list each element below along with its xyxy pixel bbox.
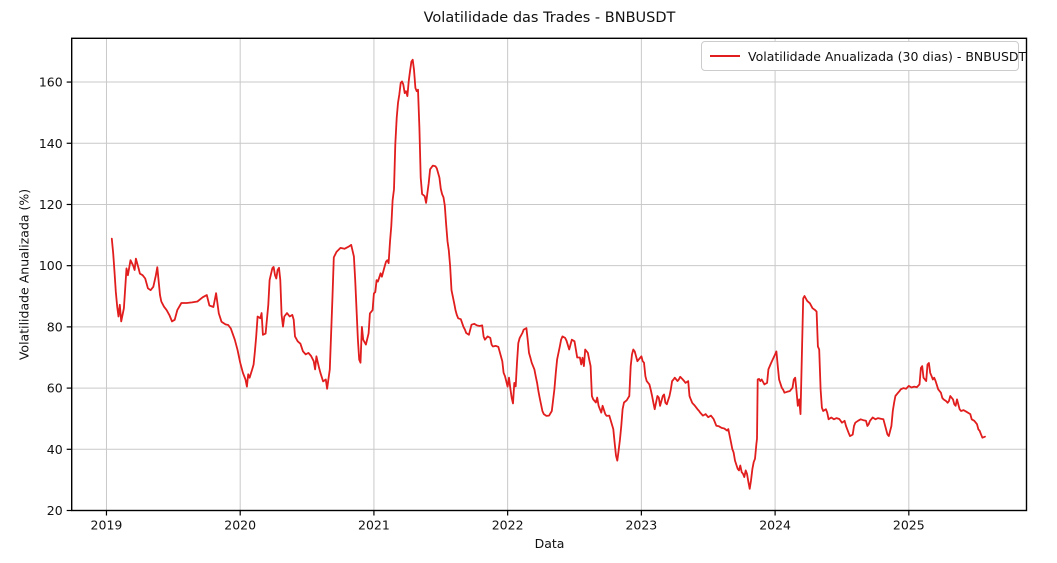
- x-tick-label-2023: 2023: [625, 518, 657, 533]
- legend-box: Volatilidade Anualizada (30 dias) - BNBU…: [701, 41, 1026, 71]
- y-tick-label-120: 120: [39, 197, 63, 212]
- y-tick-label-60: 60: [47, 381, 63, 396]
- legend-line-swatch: [710, 55, 740, 57]
- y-tick-label-100: 100: [39, 258, 63, 273]
- y-tick-label-20: 20: [47, 503, 63, 518]
- x-tick-label-2024: 2024: [759, 518, 791, 533]
- x-tick-label-2021: 2021: [358, 518, 390, 533]
- x-tick-label-2025: 2025: [893, 518, 925, 533]
- y-tick-label-160: 160: [39, 75, 63, 90]
- x-tick-label-2019: 2019: [91, 518, 123, 533]
- x-tick-label-2022: 2022: [492, 518, 524, 533]
- chart-title: Volatilidade das Trades - BNBUSDT: [423, 10, 676, 26]
- y-axis-label: Volatilidade Anualizada (%): [16, 188, 32, 361]
- x-axis-label: Data: [534, 536, 565, 551]
- y-tick-label-40: 40: [47, 442, 63, 457]
- volatility-line: [110, 58, 986, 490]
- y-tick-label-140: 140: [39, 136, 63, 151]
- y-tick-label-80: 80: [47, 319, 63, 334]
- plot-border: [70, 37, 1028, 512]
- x-tick-label-2020: 2020: [224, 518, 256, 533]
- legend-label: Volatilidade Anualizada (30 dias) - BNBU…: [748, 48, 1027, 64]
